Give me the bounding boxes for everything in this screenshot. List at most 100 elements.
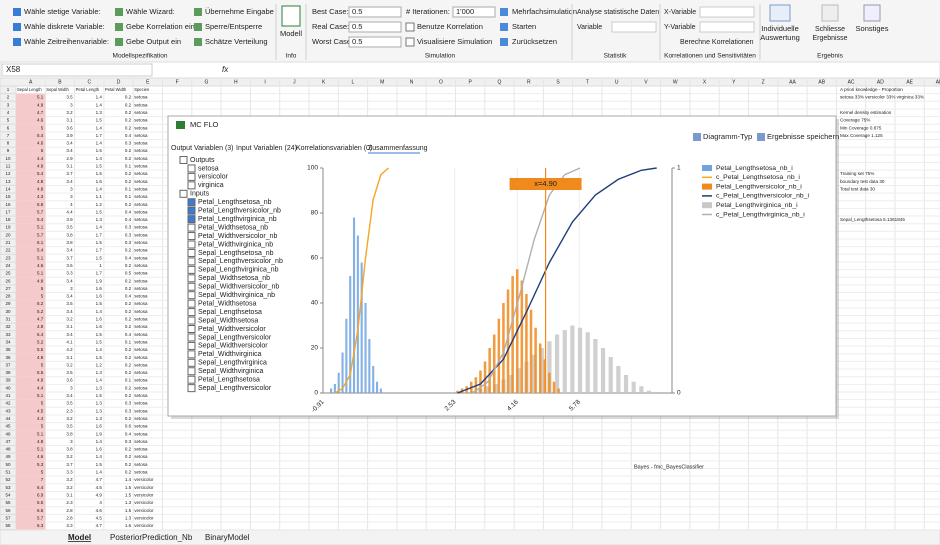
ribbon-button[interactable]: Schätze Verteilung — [205, 37, 268, 46]
tree-item[interactable]: Petal_Widthvirginica_nb — [198, 241, 273, 248]
ribbon-button[interactable]: Individuelle — [761, 24, 799, 33]
tab[interactable]: Output Variablen (3) — [171, 145, 234, 152]
ribbon-button[interactable]: Zurücksetzen — [512, 37, 557, 46]
cell-reference[interactable]: X58 — [6, 65, 21, 74]
checkbox[interactable] — [187, 367, 196, 376]
tree-item[interactable]: Petal_Widthversicolor — [198, 326, 266, 333]
ribbon-button[interactable]: Sperre/Entsperre — [205, 22, 262, 31]
tree-item[interactable]: Sepal_Lengthvirginica_nb — [198, 267, 279, 274]
checkbox[interactable] — [187, 232, 196, 241]
checkbox[interactable] — [187, 240, 196, 249]
checkbox[interactable] — [187, 350, 196, 359]
name-box[interactable] — [1, 63, 153, 77]
tree-item[interactable]: Inputs — [190, 191, 210, 198]
ribbon-button[interactable]: Modell — [280, 29, 302, 38]
input-value[interactable]: 0.5 — [352, 22, 362, 31]
cell: 5 — [41, 294, 44, 299]
checkbox[interactable] — [187, 164, 196, 173]
checkbox[interactable] — [187, 333, 196, 342]
tree-item[interactable]: Sepal_Widthvirginica — [198, 368, 263, 375]
checkbox[interactable] — [187, 282, 196, 291]
tree-item[interactable]: Sepal_Lengthversicolor_nb — [198, 258, 283, 265]
ribbon-button[interactable]: Wähle stetige Variable: — [24, 7, 101, 16]
tree-item[interactable]: Sepal_Lengthversicolor — [198, 385, 272, 392]
dialog-button[interactable]: Diagramm-Typ — [703, 132, 752, 141]
tree-item[interactable]: setosa — [198, 165, 219, 172]
ribbon-button[interactable]: Mehrfachsimulation — [512, 7, 577, 16]
tree-item[interactable]: Petal_Widthvirginica — [198, 351, 262, 358]
ribbon-button[interactable]: Sonstiges — [856, 24, 889, 33]
ribbon-button[interactable]: Starten — [512, 22, 536, 31]
checkbox[interactable] — [187, 308, 196, 317]
checkbox[interactable] — [187, 206, 196, 215]
checkbox[interactable] — [179, 156, 188, 164]
checkbox[interactable] — [187, 384, 196, 393]
checkbox[interactable] — [187, 375, 196, 384]
tree-item[interactable]: Sepal_Lengthsetosa — [198, 309, 262, 316]
ribbon-button[interactable]: Übernehme Eingabe — [205, 7, 274, 16]
tree-item[interactable]: Sepal_Widthversicolor — [198, 343, 268, 350]
tree-item[interactable]: Petal_Widthsetosa_nb — [198, 224, 268, 231]
tree-item[interactable]: Sepal_Lengthsetosa_nb — [198, 250, 274, 257]
sheet-tab[interactable]: BinaryModel — [205, 533, 250, 542]
checkbox[interactable] — [405, 22, 415, 32]
checkbox[interactable] — [187, 248, 196, 257]
checkbox[interactable] — [187, 265, 196, 274]
dialog-button[interactable]: Ergebnisse speichern — [767, 132, 839, 141]
side-panel-title: Bayes - fmc_BayesClassifier — [634, 464, 704, 470]
tree-item[interactable]: Petal_Lengthsetosa_nb — [198, 199, 272, 206]
checkbox[interactable] — [187, 181, 196, 190]
tree-item[interactable]: Petal_Lengthvirginica_nb — [198, 216, 277, 223]
ribbon-button[interactable]: Wähle Wizard: — [126, 7, 175, 16]
checkbox[interactable] — [187, 299, 196, 308]
ribbon-button[interactable]: Gebe Output ein — [126, 37, 181, 46]
function-button[interactable]: fx — [222, 65, 229, 74]
checkbox[interactable] — [187, 223, 196, 232]
checkbox[interactable] — [187, 316, 196, 325]
tree-item[interactable]: versicolor — [198, 174, 229, 181]
input-value[interactable]: 0.5 — [352, 7, 362, 16]
tree-item[interactable]: Petal_Lengthversicolor_nb — [198, 208, 281, 215]
tree-item[interactable]: Sepal_Widthversicolor_nb — [198, 284, 279, 291]
tab[interactable]: Korrelationsvariablen (0) — [296, 145, 372, 152]
ribbon-button[interactable]: Wähle Zeitreihenvariable: — [24, 37, 109, 46]
input[interactable] — [348, 36, 402, 48]
tab[interactable]: Zusammenfassung — [368, 145, 428, 152]
checkbox[interactable] — [187, 341, 196, 350]
checkbox[interactable] — [187, 257, 196, 266]
tree-item[interactable]: Sepal_Widthvirginica_nb — [198, 292, 275, 299]
checkbox[interactable] — [187, 325, 196, 333]
checkbox[interactable] — [187, 215, 196, 224]
checkbox[interactable] — [187, 172, 196, 181]
tree-item[interactable]: virginica — [198, 182, 224, 189]
sheet-tab[interactable]: PosteriorPrediction_Nb — [110, 533, 193, 542]
input[interactable] — [348, 21, 402, 33]
input[interactable] — [452, 6, 496, 18]
checkbox[interactable] — [187, 274, 196, 283]
sheet-tab[interactable]: Model — [68, 533, 91, 542]
highlight-cell — [16, 223, 46, 232]
tab[interactable]: Input Variablen (24) — [236, 145, 297, 152]
input-value[interactable]: 0.5 — [352, 37, 362, 46]
tree-item[interactable]: Sepal_Lengthversicolor — [198, 334, 272, 341]
tree-item[interactable]: Outputs — [190, 157, 215, 164]
checkbox-label[interactable]: Visualisiere Simulation — [417, 37, 492, 46]
ribbon-button[interactable]: Gebe Korrelation ein — [126, 22, 195, 31]
highlight-cell — [16, 330, 46, 339]
input[interactable] — [348, 6, 402, 18]
tree-item[interactable]: Sepal_Lengthvirginica — [198, 360, 267, 367]
checkbox[interactable] — [187, 291, 196, 300]
tree-item[interactable]: Sepal_Widthsetosa — [198, 317, 258, 324]
checkbox[interactable] — [179, 189, 188, 198]
tree-item[interactable]: Petal_Widthversicolor_nb — [198, 233, 277, 240]
ribbon-button[interactable]: Wähle diskrete Variable: — [24, 22, 105, 31]
tree-item[interactable]: Petal_Widthsetosa — [198, 300, 256, 307]
checkbox[interactable] — [405, 37, 415, 47]
tree-item[interactable]: Sepal_Widthsetosa_nb — [198, 275, 270, 282]
input-value[interactable]: 1'000 — [456, 7, 474, 16]
tree-item[interactable]: Petal_Lengthsetosa — [198, 377, 260, 384]
ribbon-button[interactable]: Auswertung — [760, 33, 800, 42]
checkbox-label[interactable]: Benutze Korrelation — [417, 22, 483, 31]
checkbox[interactable] — [187, 358, 196, 367]
checkbox[interactable] — [187, 198, 196, 207]
